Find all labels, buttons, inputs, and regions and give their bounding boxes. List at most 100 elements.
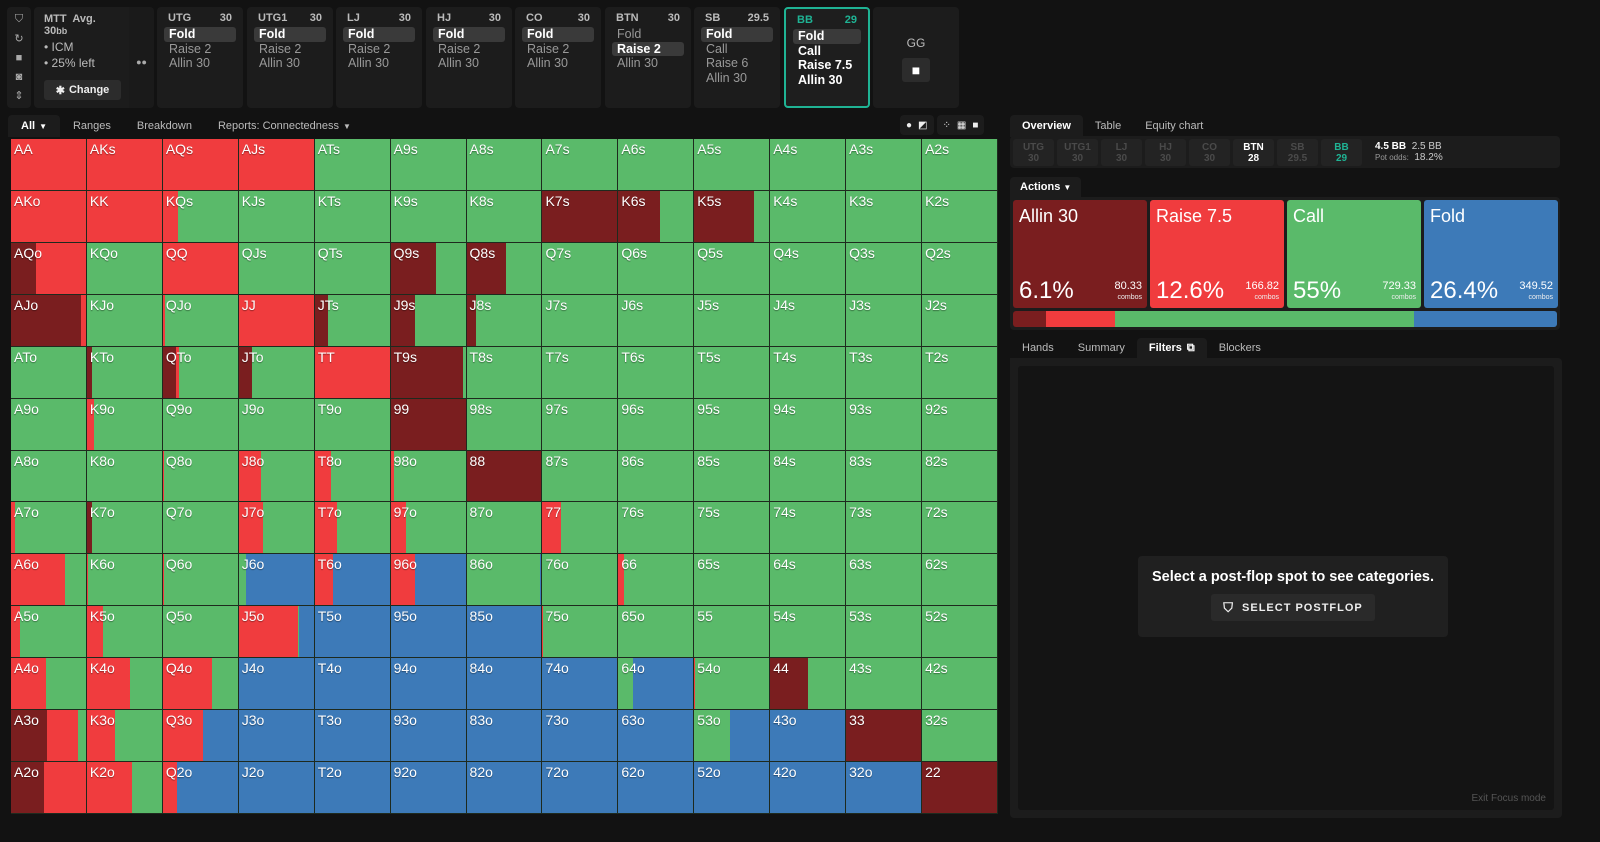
hand-cell-64s[interactable]: 64s	[770, 554, 847, 607]
hand-cell-82s[interactable]: 82s	[922, 450, 998, 503]
hand-cell-K4s[interactable]: K4s	[770, 190, 847, 243]
hand-cell-98s[interactable]: 98s	[466, 398, 543, 451]
hand-cell-T7s[interactable]: T7s	[542, 346, 619, 399]
hand-cell-97s[interactable]: 97s	[542, 398, 619, 451]
compact-icon[interactable]: ⁘	[942, 119, 951, 131]
hand-cell-85s[interactable]: 85s	[694, 450, 771, 503]
position-action[interactable]: Raise 2	[169, 41, 212, 56]
hand-cell-K8s[interactable]: K8s	[466, 190, 543, 243]
hand-cell-T2o[interactable]: T2o	[314, 762, 391, 814]
hand-cell-32o[interactable]: 32o	[846, 762, 923, 814]
hand-cell-Q3o[interactable]: Q3o	[162, 710, 239, 763]
hand-cell-Q4s[interactable]: Q4s	[770, 242, 847, 295]
position-card-btn[interactable]: BTN 30 Fold Raise 2 Allin 30	[605, 7, 691, 108]
hand-cell-77[interactable]: 77	[542, 502, 619, 555]
hand-cell-J2o[interactable]: J2o	[238, 762, 315, 814]
hand-cell-Q8s[interactable]: Q8s	[466, 242, 543, 295]
position-action[interactable]: Fold	[164, 27, 236, 42]
hand-cell-JTs[interactable]: JTs	[314, 294, 391, 347]
hand-cell-K2o[interactable]: K2o	[86, 762, 163, 814]
posbar-utg[interactable]: UTG 30	[1013, 138, 1054, 166]
hand-cell-A2s[interactable]: A2s	[922, 139, 998, 191]
posbar-hj[interactable]: HJ 30	[1145, 138, 1186, 166]
tab-overview[interactable]: Overview	[1010, 115, 1083, 137]
hand-cell-QTs[interactable]: QTs	[314, 242, 391, 295]
hand-cell-J4s[interactable]: J4s	[770, 294, 847, 347]
hand-cell-J7s[interactable]: J7s	[542, 294, 619, 347]
hand-cell-A8s[interactable]: A8s	[466, 139, 543, 191]
hand-cell-T5s[interactable]: T5s	[694, 346, 771, 399]
hand-cell-A6o[interactable]: A6o	[11, 554, 87, 607]
exit-focus-link[interactable]: Exit Focus mode	[1471, 793, 1546, 804]
hand-cell-QJs[interactable]: QJs	[238, 242, 315, 295]
hand-cell-82o[interactable]: 82o	[466, 762, 543, 814]
hand-cell-K6s[interactable]: K6s	[618, 190, 695, 243]
hand-cell-86s[interactable]: 86s	[618, 450, 695, 503]
hand-cell-Q4o[interactable]: Q4o	[162, 658, 239, 711]
position-action[interactable]: Allin 30	[527, 56, 568, 70]
position-action[interactable]: Raise 7.5	[798, 58, 853, 72]
hand-cell-A3o[interactable]: A3o	[11, 710, 87, 763]
hand-cell-Q8o[interactable]: Q8o	[162, 450, 239, 503]
posbar-co[interactable]: CO 30	[1189, 138, 1230, 166]
hand-cell-98o[interactable]: 98o	[390, 450, 467, 503]
hand-cell-72s[interactable]: 72s	[922, 502, 998, 555]
hand-cell-75o[interactable]: 75o	[542, 606, 619, 659]
hand-cell-A4o[interactable]: A4o	[11, 658, 87, 711]
position-action[interactable]: Fold	[522, 27, 594, 42]
tab-filters[interactable]: Filters ⧉	[1136, 338, 1207, 359]
posbar-bb[interactable]: BB 29	[1321, 138, 1362, 166]
hand-cell-T9s[interactable]: T9s	[390, 346, 467, 399]
hand-cell-J5o[interactable]: J5o	[238, 606, 315, 659]
change-button[interactable]: ✱ Change	[44, 80, 121, 100]
action-card-fold[interactable]: Fold 26.4% 349.52 combos	[1424, 200, 1558, 308]
action-card-allin[interactable]: Allin 30 6.1% 80.33 combos	[1013, 200, 1147, 308]
hand-cell-96s[interactable]: 96s	[618, 398, 695, 451]
position-card-utg[interactable]: UTG 30 Fold Raise 2 Allin 30	[157, 7, 243, 108]
hand-cell-QTo[interactable]: QTo	[162, 346, 239, 399]
hand-cell-95s[interactable]: 95s	[694, 398, 771, 451]
action-card-call[interactable]: Call 55% 729.33 combos	[1287, 200, 1421, 308]
position-action[interactable]: Raise 2	[438, 41, 481, 56]
position-card-utg1[interactable]: UTG1 30 Fold Raise 2 Allin 30	[247, 7, 333, 108]
hand-cell-K9o[interactable]: K9o	[86, 398, 163, 451]
hand-cell-AJs[interactable]: AJs	[238, 139, 315, 191]
hand-cell-84s[interactable]: 84s	[770, 450, 847, 503]
hand-cell-A8o[interactable]: A8o	[11, 450, 87, 503]
hand-cell-54s[interactable]: 54s	[770, 606, 847, 659]
hand-cell-66[interactable]: 66	[618, 554, 695, 607]
hand-cell-K8o[interactable]: K8o	[86, 450, 163, 503]
hand-cell-63o[interactable]: 63o	[618, 710, 695, 763]
hand-cell-AKs[interactable]: AKs	[86, 139, 163, 191]
hand-cell-97o[interactable]: 97o	[390, 502, 467, 555]
hand-cell-J5s[interactable]: J5s	[694, 294, 771, 347]
tab-reports-connectedness[interactable]: Reports: Connectedness ▼	[217, 120, 351, 132]
hand-cell-KTo[interactable]: KTo	[86, 346, 163, 399]
hand-cell-94s[interactable]: 94s	[770, 398, 847, 451]
position-action[interactable]: Allin 30	[169, 56, 210, 70]
position-action[interactable]: Fold	[617, 27, 642, 41]
hand-cell-AJo[interactable]: AJo	[11, 294, 87, 347]
hand-cell-KK[interactable]: KK	[86, 190, 163, 243]
hand-cell-Q5o[interactable]: Q5o	[162, 606, 239, 659]
position-action[interactable]: Call	[798, 43, 821, 58]
hand-cell-62o[interactable]: 62o	[618, 762, 695, 814]
hand-cell-K3s[interactable]: K3s	[846, 190, 923, 243]
hand-cell-T8s[interactable]: T8s	[466, 346, 543, 399]
hand-cell-ATo[interactable]: ATo	[11, 346, 87, 399]
hand-cell-A9s[interactable]: A9s	[390, 139, 467, 191]
hand-cell-J6o[interactable]: J6o	[238, 554, 315, 607]
hand-cell-AKo[interactable]: AKo	[11, 190, 87, 243]
hand-cell-AA[interactable]: AA	[11, 139, 87, 191]
hand-cell-AQo[interactable]: AQo	[11, 242, 87, 295]
position-card-bb[interactable]: BB 29 Fold Call Raise 7.5 Allin 30	[784, 7, 870, 108]
contrast-icon[interactable]: ◩	[918, 119, 928, 131]
tree-toggle[interactable]: ●●	[129, 7, 154, 108]
hand-cell-QJo[interactable]: QJo	[162, 294, 239, 347]
hand-cell-88[interactable]: 88	[466, 450, 543, 503]
tab-ranges[interactable]: Ranges	[72, 120, 111, 132]
hand-cell-TT[interactable]: TT	[314, 346, 391, 399]
hand-cell-J3s[interactable]: J3s	[846, 294, 923, 347]
hand-cell-J9o[interactable]: J9o	[238, 398, 315, 451]
hand-cell-Q7s[interactable]: Q7s	[542, 242, 619, 295]
